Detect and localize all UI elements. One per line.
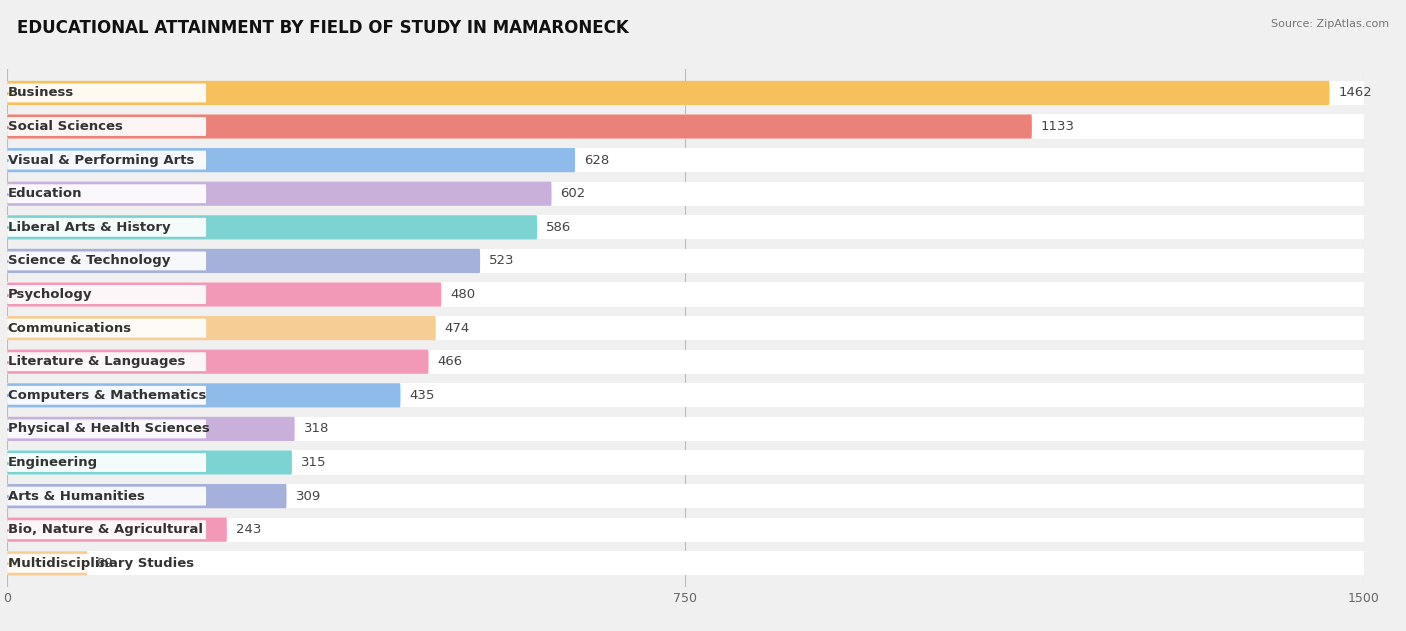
FancyBboxPatch shape: [7, 554, 207, 573]
FancyBboxPatch shape: [7, 551, 1364, 575]
FancyBboxPatch shape: [7, 319, 207, 338]
FancyBboxPatch shape: [7, 184, 207, 203]
FancyBboxPatch shape: [7, 316, 436, 340]
FancyBboxPatch shape: [7, 285, 207, 304]
Text: Social Sciences: Social Sciences: [7, 120, 122, 133]
Text: Communications: Communications: [7, 322, 132, 334]
FancyBboxPatch shape: [7, 521, 207, 539]
Text: 602: 602: [561, 187, 586, 200]
FancyBboxPatch shape: [7, 350, 429, 374]
FancyBboxPatch shape: [7, 484, 1364, 508]
FancyBboxPatch shape: [7, 81, 1364, 105]
FancyBboxPatch shape: [7, 316, 1364, 340]
FancyBboxPatch shape: [7, 114, 1364, 139]
FancyBboxPatch shape: [7, 484, 287, 508]
FancyBboxPatch shape: [7, 117, 207, 136]
FancyBboxPatch shape: [7, 551, 87, 575]
Text: Business: Business: [7, 86, 75, 100]
FancyBboxPatch shape: [7, 249, 1364, 273]
Text: 466: 466: [437, 355, 463, 369]
FancyBboxPatch shape: [7, 218, 207, 237]
Text: Arts & Humanities: Arts & Humanities: [7, 490, 145, 503]
Text: 1462: 1462: [1339, 86, 1372, 100]
FancyBboxPatch shape: [7, 453, 207, 472]
FancyBboxPatch shape: [7, 252, 207, 270]
FancyBboxPatch shape: [7, 386, 207, 404]
Text: 435: 435: [409, 389, 434, 402]
Text: 628: 628: [583, 153, 609, 167]
Text: Bio, Nature & Agricultural: Bio, Nature & Agricultural: [7, 523, 202, 536]
Text: 318: 318: [304, 422, 329, 435]
Text: Science & Technology: Science & Technology: [7, 254, 170, 268]
Text: Multidisciplinary Studies: Multidisciplinary Studies: [7, 557, 194, 570]
FancyBboxPatch shape: [7, 451, 1364, 475]
FancyBboxPatch shape: [7, 114, 1032, 139]
Text: 89: 89: [97, 557, 114, 570]
FancyBboxPatch shape: [7, 383, 1364, 408]
Text: 243: 243: [236, 523, 262, 536]
FancyBboxPatch shape: [7, 249, 479, 273]
FancyBboxPatch shape: [7, 517, 1364, 542]
FancyBboxPatch shape: [7, 151, 207, 170]
FancyBboxPatch shape: [7, 420, 207, 439]
Text: EDUCATIONAL ATTAINMENT BY FIELD OF STUDY IN MAMARONECK: EDUCATIONAL ATTAINMENT BY FIELD OF STUDY…: [17, 19, 628, 37]
FancyBboxPatch shape: [7, 417, 295, 441]
FancyBboxPatch shape: [7, 215, 1364, 239]
Text: Psychology: Psychology: [7, 288, 93, 301]
FancyBboxPatch shape: [7, 517, 226, 542]
Text: 1133: 1133: [1040, 120, 1076, 133]
Text: 474: 474: [444, 322, 470, 334]
FancyBboxPatch shape: [7, 350, 1364, 374]
FancyBboxPatch shape: [7, 283, 441, 307]
Text: Literature & Languages: Literature & Languages: [7, 355, 186, 369]
FancyBboxPatch shape: [7, 352, 207, 371]
FancyBboxPatch shape: [7, 451, 292, 475]
FancyBboxPatch shape: [7, 215, 537, 239]
FancyBboxPatch shape: [7, 283, 1364, 307]
Text: 315: 315: [301, 456, 326, 469]
Text: Physical & Health Sciences: Physical & Health Sciences: [7, 422, 209, 435]
Text: 523: 523: [489, 254, 515, 268]
FancyBboxPatch shape: [7, 182, 1364, 206]
Text: Engineering: Engineering: [7, 456, 98, 469]
Text: 586: 586: [546, 221, 571, 234]
FancyBboxPatch shape: [7, 148, 1364, 172]
FancyBboxPatch shape: [7, 383, 401, 408]
Text: Visual & Performing Arts: Visual & Performing Arts: [7, 153, 194, 167]
FancyBboxPatch shape: [7, 487, 207, 505]
Text: Liberal Arts & History: Liberal Arts & History: [7, 221, 170, 234]
FancyBboxPatch shape: [7, 417, 1364, 441]
Text: Education: Education: [7, 187, 82, 200]
FancyBboxPatch shape: [7, 148, 575, 172]
FancyBboxPatch shape: [7, 81, 1330, 105]
Text: 480: 480: [450, 288, 475, 301]
FancyBboxPatch shape: [7, 182, 551, 206]
Text: Source: ZipAtlas.com: Source: ZipAtlas.com: [1271, 19, 1389, 29]
Text: 309: 309: [295, 490, 321, 503]
Text: Computers & Mathematics: Computers & Mathematics: [7, 389, 207, 402]
FancyBboxPatch shape: [7, 83, 207, 102]
